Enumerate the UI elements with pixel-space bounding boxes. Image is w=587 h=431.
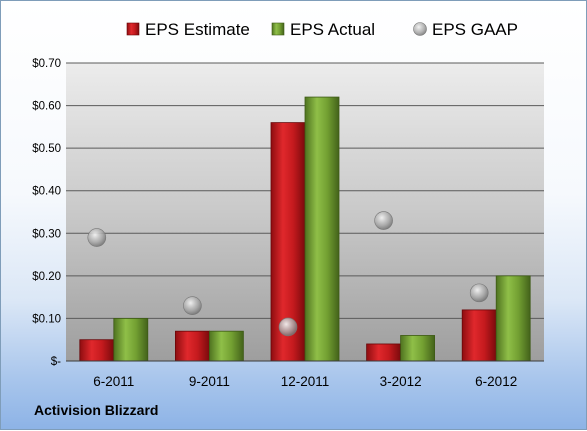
y-tick-label: $0.30 bbox=[32, 228, 61, 240]
y-tick-label: $0.70 bbox=[32, 58, 61, 70]
legend-item: EPS Estimate bbox=[126, 20, 250, 39]
y-tick-label: $0.60 bbox=[32, 101, 61, 113]
eps-gaap-point bbox=[183, 296, 202, 315]
eps-actual-bar bbox=[304, 96, 340, 362]
company-name: Activision Blizzard bbox=[34, 402, 159, 418]
legend-label: EPS Actual bbox=[290, 20, 375, 39]
eps-actual-bar bbox=[208, 330, 244, 362]
eps-gaap-point bbox=[374, 211, 393, 230]
eps-estimate-bar bbox=[174, 330, 210, 362]
eps-actual-bar bbox=[495, 275, 531, 362]
eps-gaap-point bbox=[87, 228, 107, 247]
legend-swatch bbox=[126, 22, 140, 36]
y-tick-label: $0.50 bbox=[32, 143, 61, 155]
eps-gaap-point bbox=[469, 283, 489, 303]
legend-label: EPS GAAP bbox=[432, 20, 518, 39]
legend-item: EPS Actual bbox=[271, 20, 375, 39]
eps-gaap-point bbox=[278, 317, 298, 337]
eps-estimate-bar bbox=[366, 343, 402, 362]
x-tick-label: 6-2012 bbox=[475, 374, 517, 389]
x-tick-label: 9-2011 bbox=[189, 374, 230, 389]
y-tick-label: $- bbox=[51, 356, 61, 368]
eps-actual-bar bbox=[400, 335, 436, 362]
eps-estimate-bar bbox=[79, 339, 115, 362]
x-tick-label: 12-2011 bbox=[281, 374, 330, 389]
y-tick-label: $0.20 bbox=[32, 271, 61, 283]
y-tick-label: $0.40 bbox=[32, 186, 61, 198]
legend-item: EPS GAAP bbox=[413, 20, 518, 39]
legend-label: EPS Estimate bbox=[145, 20, 250, 39]
legend-swatch bbox=[271, 22, 285, 36]
x-tick-label: 6-2011 bbox=[93, 374, 134, 389]
y-tick-label: $0.10 bbox=[32, 313, 61, 325]
x-tick-label: 3-2012 bbox=[380, 374, 422, 389]
eps-estimate-bar bbox=[461, 309, 497, 362]
legend-marker bbox=[413, 22, 427, 36]
eps-actual-bar bbox=[113, 318, 149, 362]
